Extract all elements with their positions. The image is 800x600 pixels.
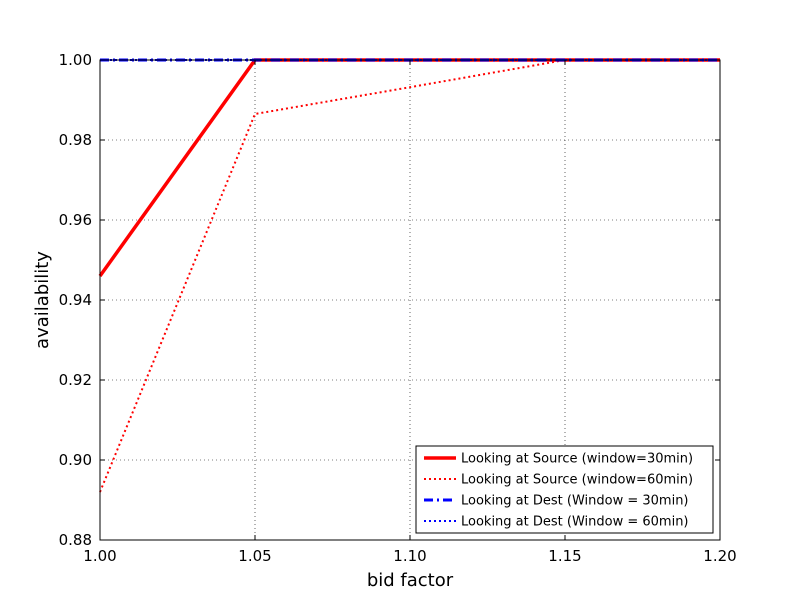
x-tick-label: 1.15 (548, 547, 581, 565)
legend-label-2: Looking at Source (window=60min) (461, 473, 693, 488)
x-tick-label: 1.05 (238, 547, 271, 565)
x-tick-label: 1.10 (393, 547, 426, 565)
legend-label-4: Looking at Dest (Window = 60min) (461, 515, 689, 530)
legend-box (415, 445, 714, 534)
y-tick-label: 0.98 (59, 131, 92, 149)
ticks: 1.00 1.05 1.10 1.15 1.20 0.88 0.90 0.92 0.94 0.96… (59, 51, 737, 565)
y-tick-label: 0.92 (59, 371, 92, 389)
series-line-2 (99, 59, 720, 493)
y-tick-label: 0.90 (59, 451, 92, 469)
y-tick-label: 1.00 (59, 51, 92, 69)
y-tick-label: 0.96 (59, 211, 92, 229)
legend-label-3: Looking at Dest (Window = 30min) (461, 494, 689, 509)
y-axis-label: availability (32, 251, 53, 349)
x-axis-label: bid factor (367, 570, 454, 591)
x-tick-label: 1.20 (703, 547, 736, 565)
legend-label-1: Looking at Source (window=30min) (461, 452, 693, 467)
y-tick-label: 0.94 (59, 291, 92, 309)
x-tick-label: 1.00 (83, 547, 116, 565)
y-tick-label: 0.88 (59, 531, 92, 549)
legend: Looking at Source (window=30min) Looking … (415, 445, 714, 534)
